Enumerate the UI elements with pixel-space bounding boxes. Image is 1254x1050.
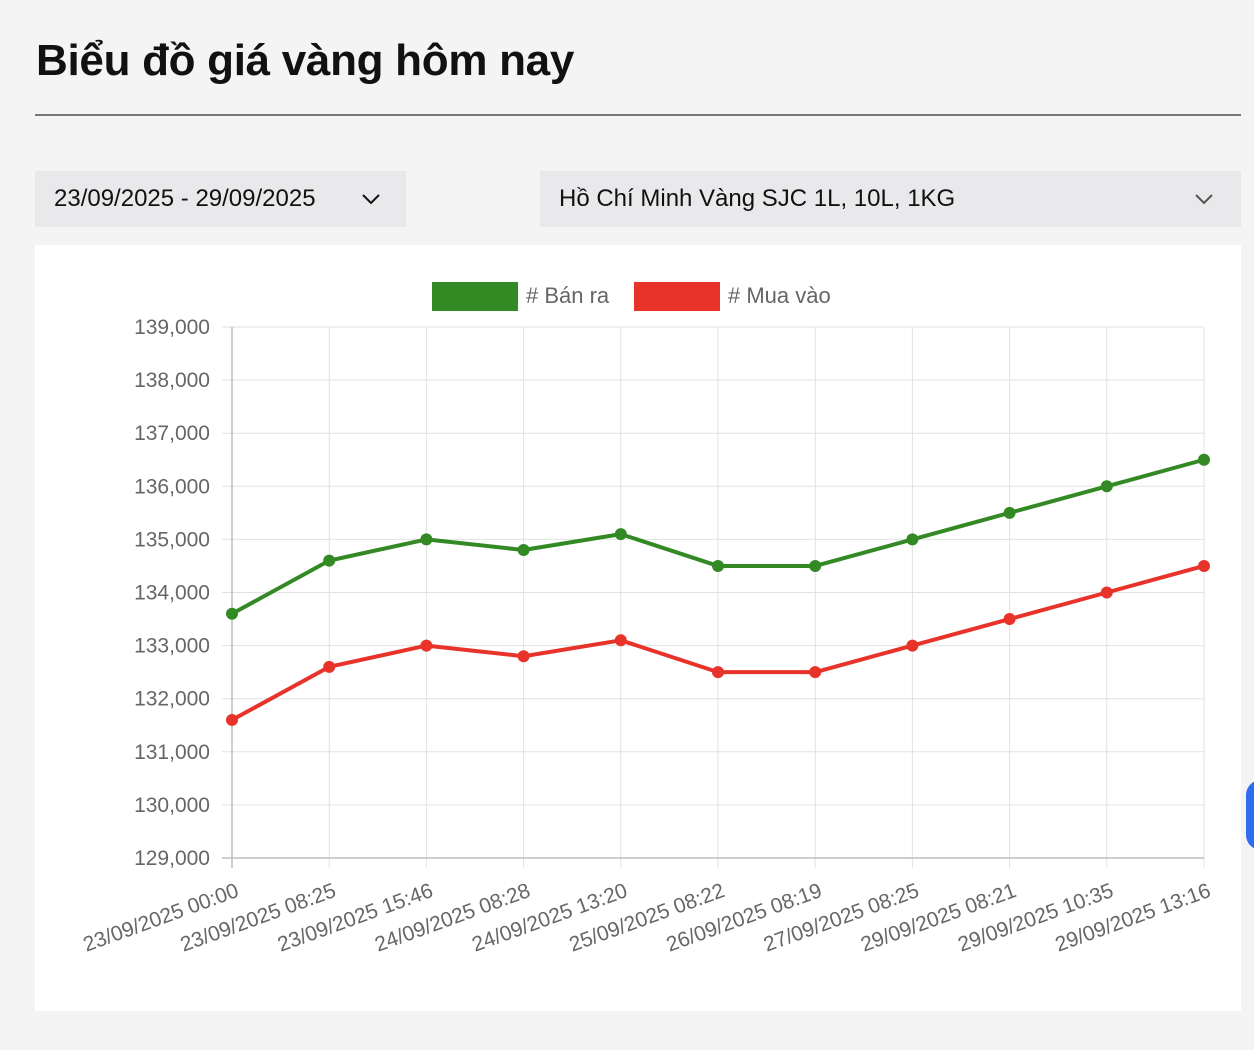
x-tick-label: 23/09/2025 00:00 [80,879,242,957]
line-chart: 139,000 138,000 137,000 136,000 135,000 134,0… [80,282,1214,957]
data-point [323,554,336,567]
data-point [614,634,627,647]
data-point [420,533,433,546]
date-range-value: 23/09/2025 - 29/09/2025 [54,185,316,212]
legend-swatch [432,282,518,311]
side-button[interactable] [1246,780,1254,850]
y-tick-label: 139,000 [134,316,210,339]
data-point [1198,453,1210,466]
page-title: Biểu đồ giá vàng hôm nay [36,36,574,85]
data-point [906,639,919,652]
data-point [420,639,433,652]
data-point [1198,559,1210,572]
data-point [906,533,919,546]
data-point [323,660,336,673]
data-point [809,559,822,572]
y-tick-label: 138,000 [134,369,210,392]
data-point [1100,480,1113,493]
legend-label: # Mua vào [728,283,831,308]
data-point [809,666,822,679]
location-select[interactable]: Hồ Chí Minh Vàng SJC 1L, 10L, 1KG [540,171,1241,227]
y-tick-label: 129,000 [134,847,210,870]
data-point [1100,586,1113,599]
data-point [1003,613,1016,626]
y-tick-label: 134,000 [134,582,210,605]
data-point [517,650,530,663]
chevron-down-icon [1195,194,1213,205]
data-point [517,544,530,557]
y-tick-label: 130,000 [134,794,210,817]
location-value: Hồ Chí Minh Vàng SJC 1L, 10L, 1KG [559,185,956,212]
chevron-down-icon [362,194,380,205]
y-tick-label: 133,000 [134,635,210,658]
y-tick-label: 132,000 [134,688,210,711]
y-tick-label: 137,000 [134,422,210,445]
data-point [712,666,724,679]
data-point [712,559,724,572]
y-tick-label: 135,000 [134,528,210,551]
data-point [614,528,627,541]
y-tick-label: 131,000 [134,741,210,764]
title-divider [35,114,1241,116]
data-point [226,607,238,620]
data-point [1003,506,1016,519]
legend-swatch [634,282,720,311]
chart-panel: 139,000 138,000 137,000 136,000 135,000 134,0… [35,245,1241,1011]
data-point [226,713,238,726]
date-range-select[interactable]: 23/09/2025 - 29/09/2025 [35,171,406,227]
legend-label: # Bán ra [526,283,610,308]
y-tick-label: 136,000 [134,475,210,498]
